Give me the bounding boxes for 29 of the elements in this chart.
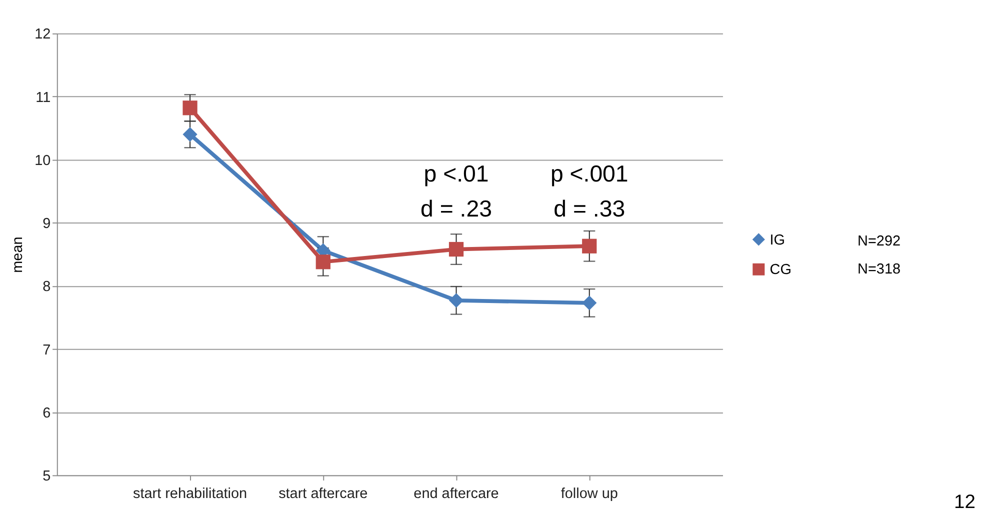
y-tick-label: 5 [42, 468, 51, 485]
annotation: p <.01 [424, 160, 489, 187]
y-tick-label: 8 [42, 279, 51, 296]
y-tick-label: 6 [42, 405, 51, 422]
point [182, 100, 198, 116]
annotation: d = .23 [420, 195, 492, 222]
y-tick-label: 10 [34, 152, 51, 169]
x-tick-label: follow up [560, 486, 618, 502]
point [448, 242, 464, 257]
annotation: d = .33 [554, 195, 626, 222]
point [582, 296, 597, 310]
point [316, 254, 330, 270]
point [582, 238, 597, 254]
text: N=318 [858, 262, 901, 278]
x-tick-label: start aftercare [278, 486, 368, 502]
x-tick-label: start rehabilitation [132, 486, 248, 502]
legend-label: CG [770, 262, 792, 278]
y-tick-label: 7 [42, 342, 51, 358]
y-tick-label: 9 [42, 216, 51, 232]
annotation: p <.001 [550, 160, 628, 187]
point [182, 127, 198, 142]
text: 12 [954, 492, 976, 514]
y-tick-label: 11 [36, 90, 51, 106]
x-tick-label: end aftercare [414, 486, 499, 502]
y-axis-title: mean [10, 236, 26, 273]
legend-label: IG [770, 232, 786, 248]
y-tick-label: 12 [34, 26, 51, 43]
point [448, 293, 464, 308]
text: N=292 [858, 234, 901, 250]
